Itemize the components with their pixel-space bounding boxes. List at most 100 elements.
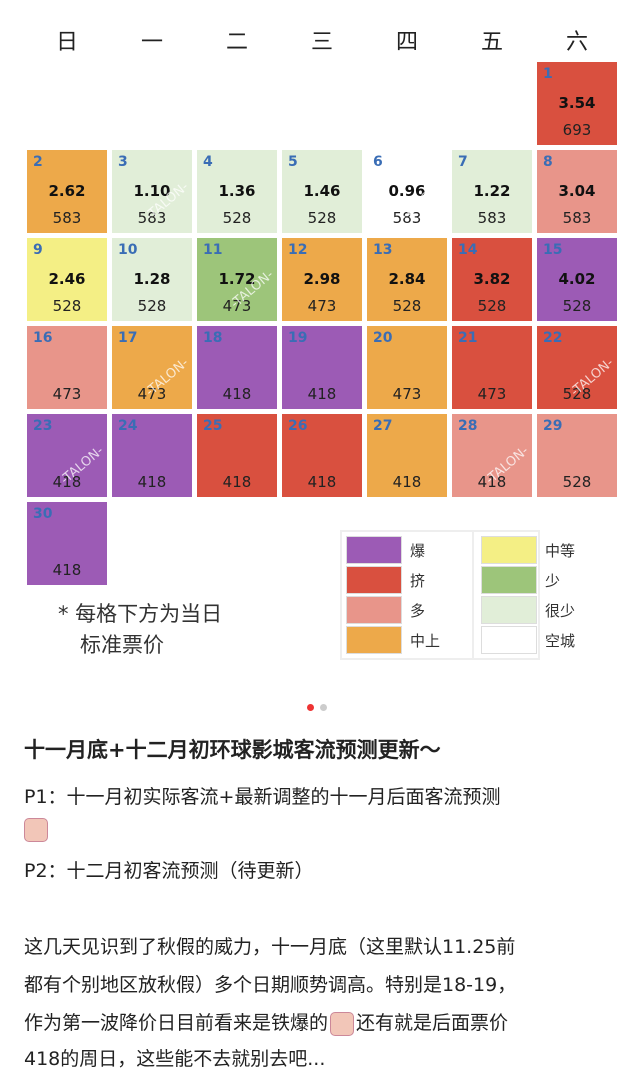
ticket-price: 528	[307, 209, 337, 227]
day-cell: 23 418	[27, 414, 107, 497]
ticket-price: 583	[562, 209, 592, 227]
page-dot[interactable]	[320, 704, 327, 711]
day-cell: 2 2.62 583	[27, 150, 107, 233]
emoji	[330, 1011, 355, 1036]
legend-box	[470, 530, 540, 660]
weekday: 日	[55, 30, 78, 55]
ticket-price: 418	[52, 561, 82, 579]
legend-label: 中上	[410, 632, 441, 650]
day-number: 19	[288, 330, 308, 346]
crowd-index: 2.46	[48, 270, 86, 288]
day-cell: 11 1.72 473	[197, 238, 277, 321]
weekday: 一	[140, 30, 163, 55]
body-line: 这几天见识到了秋假的威力，十一月底（这里默认11.25前	[24, 936, 516, 958]
day-number: 5	[288, 154, 298, 170]
day-cell: 6 0.96 583	[367, 150, 447, 233]
day-cell: 25 418	[197, 414, 277, 497]
ticket-price: 418	[307, 385, 337, 403]
crowd-index: 3.54	[558, 94, 596, 112]
day-number: 1	[543, 66, 553, 82]
legend-label: 中等	[545, 542, 576, 560]
day-number: 26	[288, 418, 308, 434]
legend-swatch	[346, 596, 402, 624]
text: 还有就是后面票价	[356, 1012, 509, 1034]
day-cell: 16 473	[27, 326, 107, 409]
crowd-index: 1.22	[473, 182, 511, 200]
day-number: 13	[373, 242, 393, 258]
day-number: 12	[288, 242, 308, 258]
crowd-index: 1.10	[133, 182, 171, 200]
day-number: 17	[118, 330, 138, 346]
day-number: 16	[33, 330, 53, 346]
crowd-index: 1.36	[218, 182, 256, 200]
day-number: 6	[373, 154, 383, 170]
day-cell: 19 418	[282, 326, 362, 409]
ticket-price: 693	[562, 121, 592, 139]
ticket-price: 528	[562, 297, 592, 315]
ticket-price: 418	[477, 473, 507, 491]
ticket-price: 583	[52, 209, 82, 227]
day-cell: 30 418	[27, 502, 107, 585]
crowd-index: 3.04	[558, 182, 596, 200]
crowd-index: 2.62	[48, 182, 86, 200]
crowd-index: 2.84	[388, 270, 426, 288]
day-cell: 8 3.04 583	[537, 150, 617, 233]
note: 标准票价	[80, 633, 164, 657]
ticket-price: 418	[222, 473, 252, 491]
ticket-price: 418	[392, 473, 422, 491]
ticket-price: 528	[52, 297, 82, 315]
day-cell: 13 2.84 528	[367, 238, 447, 321]
day-number: 25	[203, 418, 223, 434]
ticket-price: 473	[137, 385, 167, 403]
day-cell: 1 3.54 693	[537, 62, 617, 145]
day-cell: 12 2.98 473	[282, 238, 362, 321]
ticket-price: 528	[137, 297, 167, 315]
legend-swatch	[346, 536, 402, 564]
weekday: 六	[565, 30, 588, 55]
day-cell: 4 1.36 528	[197, 150, 277, 233]
ticket-price: 473	[307, 297, 337, 315]
ticket-price: 473	[392, 385, 422, 403]
legend-label: 很少	[545, 602, 576, 620]
crowd-index: 1.28	[133, 270, 171, 288]
ticket-price: 583	[392, 209, 422, 227]
legend-label: 少	[545, 572, 561, 590]
text: 作为第一波降价日目前看来是铁爆的	[24, 1012, 329, 1034]
p1: P1：十一月初实际客流+最新调整的十一月后面客流预测	[24, 786, 501, 808]
note: * 每格下方为当日	[58, 602, 223, 626]
crowd-index: 3.82	[473, 270, 511, 288]
day-number: 11	[203, 242, 223, 258]
legend-label: 空城	[545, 632, 576, 650]
crowd-index: 1.46	[303, 182, 341, 200]
day-number: 9	[33, 242, 43, 258]
day-cell: 21 473	[452, 326, 532, 409]
crowd-index: 1.72	[218, 270, 256, 288]
day-cell: 3 1.10 583	[112, 150, 192, 233]
legend-swatch	[346, 626, 402, 654]
day-number: 14	[458, 242, 478, 258]
ticket-price: 528	[222, 209, 252, 227]
day-cell: 15 4.02 528	[537, 238, 617, 321]
day-cell: 10 1.28 528	[112, 238, 192, 321]
ticket-price: 418	[222, 385, 252, 403]
page-dot[interactable]	[307, 704, 314, 711]
weekday: 三	[310, 30, 333, 55]
ticket-price: 473	[477, 385, 507, 403]
day-cell: 26 418	[282, 414, 362, 497]
ticket-price: 473	[52, 385, 82, 403]
legend-label: 爆	[410, 542, 426, 560]
day-cell: 14 3.82 528	[452, 238, 532, 321]
day-number: 3	[118, 154, 128, 170]
p2: P2：十二月初客流预测（待更新）	[24, 860, 314, 882]
weekday: 五	[480, 30, 503, 55]
day-number: 22	[543, 330, 563, 346]
ticket-price: 473	[222, 297, 252, 315]
body-line: 418的周日，这些能不去就别去吧...	[24, 1048, 326, 1070]
emoji	[24, 818, 48, 842]
ticket-price: 583	[477, 209, 507, 227]
day-cell: 20 473	[367, 326, 447, 409]
day-number: 10	[118, 242, 138, 258]
crowd-index: 4.02	[558, 270, 596, 288]
day-cell: 22 528	[537, 326, 617, 409]
